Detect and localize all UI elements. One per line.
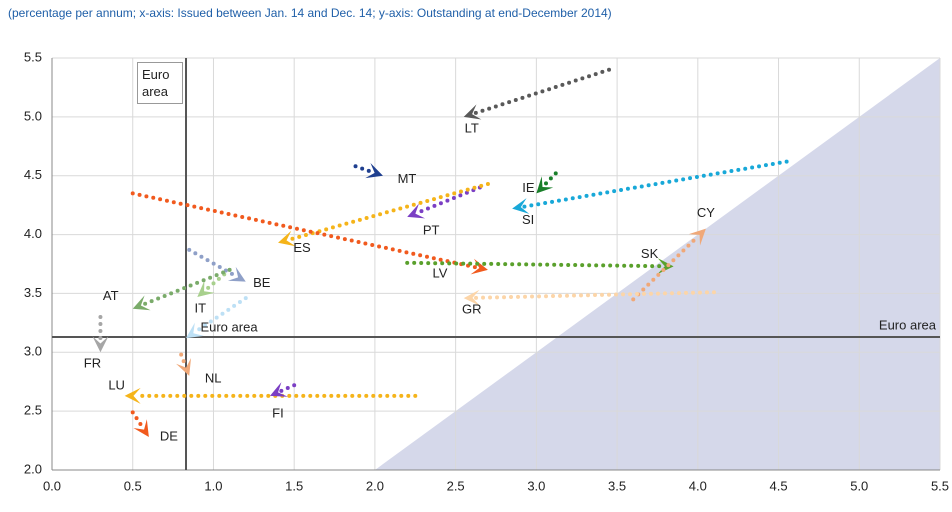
x-tick-label: 1.0 [204, 478, 222, 493]
shaded-region [374, 58, 941, 470]
dotted-path [141, 267, 232, 307]
x-tick-label: 2.0 [366, 478, 384, 493]
dotted-path [405, 260, 664, 269]
x-tick-label: 0.5 [124, 478, 142, 493]
arrowhead [176, 358, 192, 376]
dotted-path [473, 290, 716, 300]
x-tick-label: 2.5 [447, 478, 465, 493]
y-tick-label: 2.0 [24, 461, 42, 476]
series-label: FI [272, 405, 284, 420]
dotted-path [278, 383, 297, 394]
series-label: ES [293, 240, 311, 255]
arrowhead [407, 203, 426, 219]
arrowhead [463, 289, 480, 306]
dotted-path [130, 410, 145, 429]
y-tick-label: 4.5 [24, 167, 42, 182]
arrowhead [227, 266, 246, 282]
series-label: AT [103, 288, 119, 303]
arrowhead [269, 382, 288, 397]
dotted-path [521, 159, 789, 209]
arrowhead [512, 198, 530, 214]
y-tick-label: 3.0 [24, 344, 42, 359]
series-label: FR [84, 356, 101, 371]
reference-label: Euro area [879, 317, 937, 332]
dotted-path [542, 171, 558, 187]
y-tick-label: 4.0 [24, 226, 42, 241]
series-label: BE [253, 275, 271, 290]
series-label: LV [432, 265, 447, 280]
x-tick-label: 3.5 [608, 478, 626, 493]
arrowhead [197, 280, 215, 297]
series-label: IT [195, 300, 207, 315]
x-tick-label: 0.0 [43, 478, 61, 493]
x-tick-label: 3.0 [527, 478, 545, 493]
dotted-path [204, 267, 232, 292]
arrowhead [124, 387, 141, 404]
arrowhead [463, 104, 482, 120]
arrowhead [186, 322, 204, 339]
y-tick-label: 5.0 [24, 108, 42, 123]
x-tick-label: 4.0 [689, 478, 707, 493]
series-label: NL [205, 370, 222, 385]
y-tick-label: 5.5 [24, 49, 42, 64]
series-label: LT [465, 120, 479, 135]
series-label: MT [398, 171, 417, 186]
dotted-path [187, 247, 238, 278]
arrowhead [470, 258, 488, 275]
dotted-path [631, 235, 700, 302]
dotted-path [353, 164, 374, 174]
x-tick-label: 1.5 [285, 478, 303, 493]
series-label: IE [522, 180, 535, 195]
series-label: LU [108, 377, 125, 392]
arrowhead [365, 162, 383, 179]
y-tick-label: 2.5 [24, 403, 42, 418]
x-tick-label: 4.5 [770, 478, 788, 493]
arrowhead [133, 419, 149, 438]
series-label: Euro area [200, 320, 258, 335]
dotted-path [130, 191, 479, 270]
arrowhead [688, 228, 706, 246]
arrowhead [278, 230, 296, 247]
arrowhead [92, 336, 109, 353]
y-tick-label: 3.5 [24, 285, 42, 300]
series-label: GR [462, 302, 482, 317]
arrowhead [536, 176, 554, 194]
series-label: PT [423, 222, 440, 237]
dotted-path [416, 185, 482, 215]
dotted-path [473, 67, 612, 116]
series-label: CY [697, 205, 715, 220]
dotted-path [179, 352, 187, 367]
x-tick-label: 5.5 [931, 478, 949, 493]
series-label: SI [522, 212, 534, 227]
series-label: DE [160, 428, 178, 443]
dotted-path [193, 296, 248, 334]
x-tick-label: 5.0 [850, 478, 868, 493]
chart-subtitle: (percentage per annum; x-axis: Issued be… [8, 6, 612, 20]
reference-label-box: Euro area [137, 62, 183, 104]
arrowhead [132, 295, 151, 311]
dotted-path [287, 181, 490, 242]
series-label: SK [641, 246, 659, 261]
